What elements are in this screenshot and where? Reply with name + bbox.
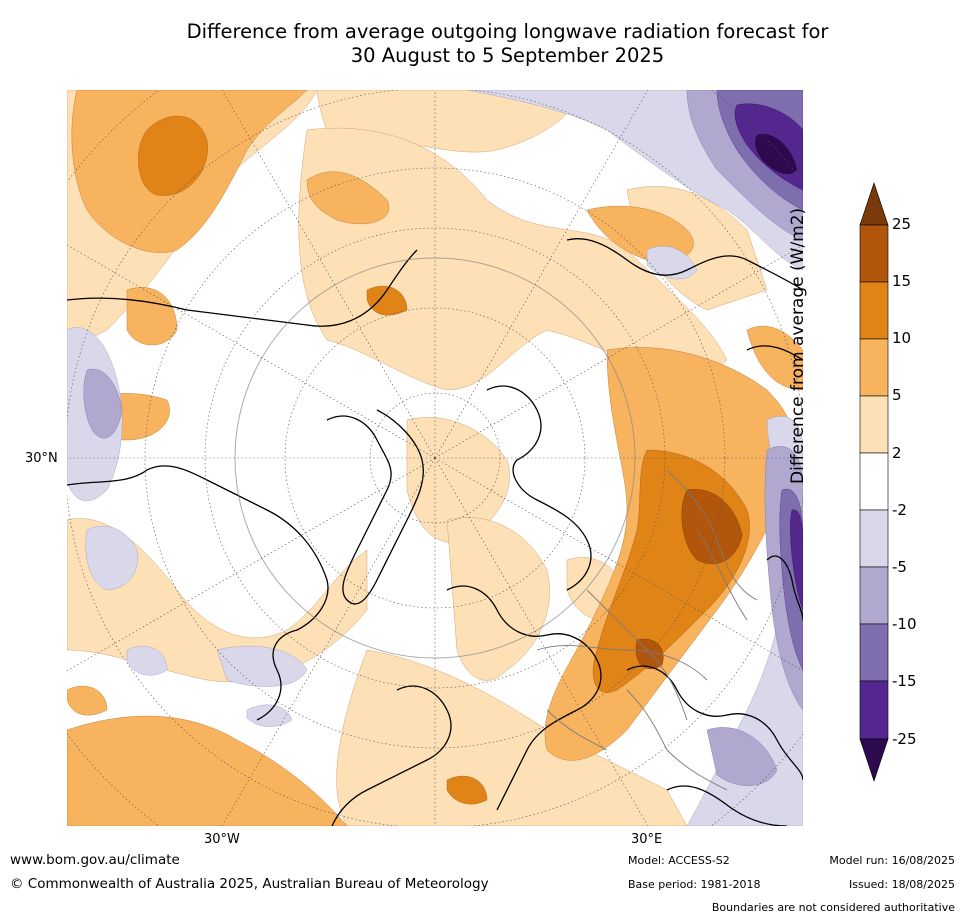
colorbar-tick-25: 25 xyxy=(892,215,912,233)
footer-copyright: © Commonwealth of Australia 2025, Austra… xyxy=(10,876,489,892)
lon-label-30e: 30°E xyxy=(631,832,663,847)
polar-map xyxy=(67,90,803,826)
colorbar-tick-15: 15 xyxy=(892,272,912,290)
colorbar-bin-minus-15-25 xyxy=(859,680,889,740)
footer-base-period: Base period: 1981-2018 xyxy=(628,878,761,891)
colorbar-extend-top xyxy=(859,182,889,226)
title-line-2: 30 August to 5 September 2025 xyxy=(350,44,665,67)
colorbar-tick-5: 5 xyxy=(892,386,902,404)
colorbar-tick-minus-25: -25 xyxy=(892,730,917,748)
lon-label-30w: 30°W xyxy=(204,832,240,847)
colorbar-bin-15-25 xyxy=(859,224,889,283)
colorbar-title: Difference from average (W/m2) xyxy=(787,207,808,484)
lat-label-30n: 30°N xyxy=(25,451,58,466)
colorbar-extend-bottom xyxy=(859,738,889,782)
colorbar-tick-minus-2: -2 xyxy=(892,501,907,519)
colorbar-tick-minus-5: -5 xyxy=(892,558,907,576)
footer-issued: Issued: 18/08/2025 xyxy=(848,878,955,891)
colorbar-bin-minus-10-15 xyxy=(859,623,889,682)
colorbar-tick-minus-15: -15 xyxy=(892,672,917,690)
colorbar-bin-minus-2-5 xyxy=(859,509,889,568)
colorbar-tick-2: 2 xyxy=(892,444,902,462)
country-borders xyxy=(536,469,758,791)
colorbar-tick-10: 10 xyxy=(892,329,912,347)
colorbar-bin-minus-5-10 xyxy=(859,566,889,625)
footer-model-run: Model run: 16/08/2025 xyxy=(829,854,955,867)
footer-model: Model: ACCESS-S2 xyxy=(628,854,730,867)
graticule-meridians xyxy=(67,90,803,826)
colorbar-tick-minus-10: -10 xyxy=(892,615,917,633)
colorbar-bin-neutral xyxy=(859,452,889,511)
colorbar-bin-10-15 xyxy=(859,281,889,340)
footer-disclaimer: Boundaries are not considered authoritat… xyxy=(711,901,955,914)
anomaly-below-minus-25-regions xyxy=(754,134,797,175)
map-panel[interactable] xyxy=(67,90,803,826)
chart-title: Difference from average outgoing longwav… xyxy=(60,20,955,68)
footer-website[interactable]: www.bom.gov.au/climate xyxy=(10,852,180,868)
colorbar-bin-5-10 xyxy=(859,338,889,397)
colorbar-bin-2-5 xyxy=(859,395,889,454)
title-line-1: Difference from average outgoing longwav… xyxy=(186,20,829,43)
coastlines xyxy=(67,238,803,826)
